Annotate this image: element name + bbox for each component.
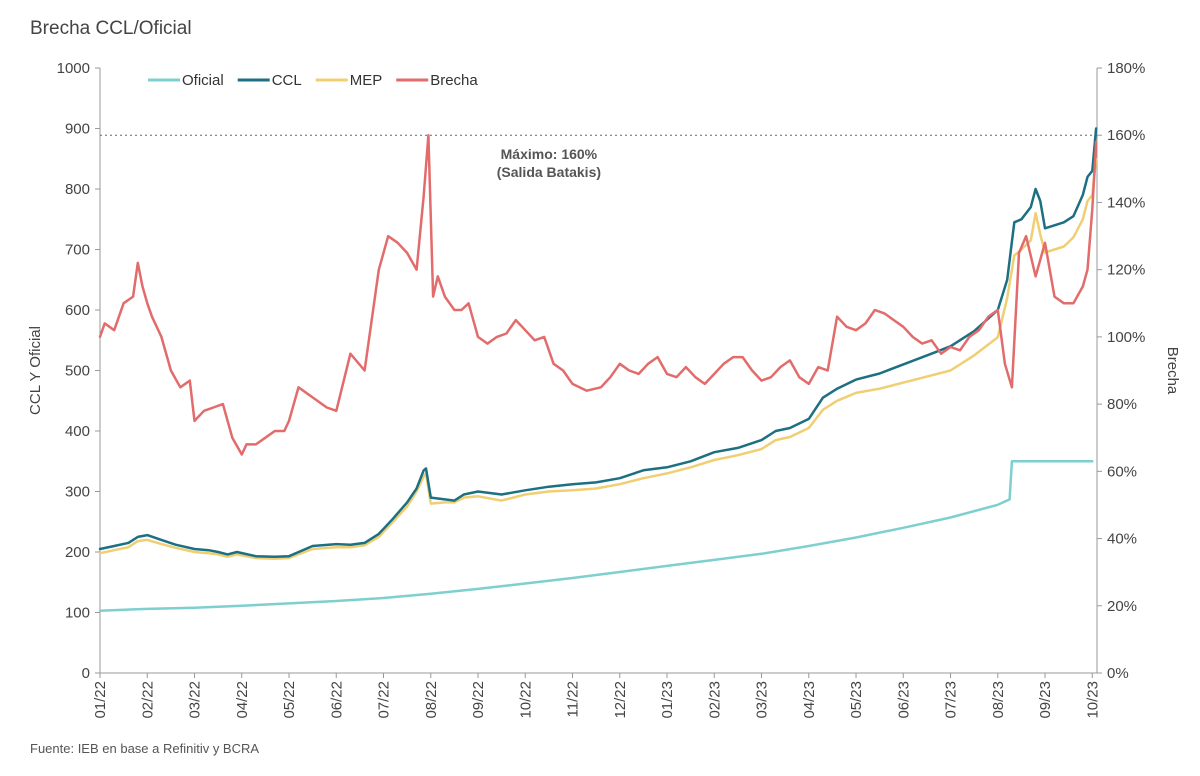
x-tick-label: 05/22 bbox=[281, 681, 298, 719]
x-tick-label: 07/23 bbox=[943, 681, 960, 719]
x-tick-label: 01/22 bbox=[92, 681, 109, 719]
y-tick-label: 500 bbox=[65, 363, 90, 380]
x-tick-label: 09/22 bbox=[470, 681, 487, 719]
y2-tick-label: 100% bbox=[1107, 329, 1145, 346]
y-tick-label: 400 bbox=[65, 423, 90, 440]
x-tick-label: 10/22 bbox=[517, 681, 534, 719]
y2-tick-label: 140% bbox=[1107, 194, 1145, 211]
x-tick-label: 02/22 bbox=[139, 681, 156, 719]
y2-tick-label: 0% bbox=[1107, 665, 1129, 682]
x-tick-label: 06/22 bbox=[328, 681, 345, 719]
y-tick-label: 1000 bbox=[57, 60, 90, 77]
series-line-mep bbox=[98, 157, 1098, 560]
y2-tick-label: 180% bbox=[1107, 60, 1145, 77]
series-line-ccl bbox=[98, 127, 1098, 559]
source-note: Fuente: IEB en base a Refinitiv y BCRA bbox=[30, 741, 260, 756]
annotation-line-1: Máximo: 160% bbox=[501, 146, 598, 162]
legend-label-brecha: Brecha bbox=[430, 72, 478, 89]
series-line-brecha bbox=[98, 133, 1098, 456]
y-tick-label: 300 bbox=[65, 484, 90, 501]
x-tick-label: 07/22 bbox=[376, 681, 393, 719]
y2-tick-label: 60% bbox=[1107, 463, 1137, 480]
y-tick-label: 100 bbox=[65, 605, 90, 622]
y-tick-label: 200 bbox=[65, 544, 90, 561]
series-line-oficial bbox=[98, 460, 1094, 612]
x-tick-label: 04/23 bbox=[801, 681, 818, 719]
chart-title: Brecha CCL/Oficial bbox=[30, 18, 192, 39]
x-tick-label: 05/23 bbox=[848, 681, 865, 719]
y-tick-label: 900 bbox=[65, 121, 90, 138]
y-tick-label: 700 bbox=[65, 242, 90, 259]
x-tick-label: 06/23 bbox=[895, 681, 912, 719]
x-tick-label: 03/22 bbox=[187, 681, 204, 719]
x-tick-label: 02/23 bbox=[706, 681, 723, 719]
y2-tick-label: 40% bbox=[1107, 531, 1137, 548]
legend-label-mep: MEP bbox=[350, 72, 383, 89]
x-tick-label: 09/23 bbox=[1037, 681, 1054, 719]
legend: Oficial CCL MEP Brecha bbox=[148, 72, 478, 89]
x-tick-label: 08/22 bbox=[423, 681, 440, 719]
y-tick-label: 800 bbox=[65, 181, 90, 198]
x-tick-label: 01/23 bbox=[659, 681, 676, 719]
x-tick-label: 08/23 bbox=[990, 681, 1007, 719]
y2-axis-title: Brecha bbox=[1164, 347, 1181, 395]
axes-layer: 0 100 200 300 400 500 600 700 800 900 1000 0% 20% 40%… bbox=[57, 60, 1146, 719]
y-tick-label: 600 bbox=[65, 302, 90, 319]
x-tick-label: 10/23 bbox=[1084, 681, 1101, 719]
annotation-line-2: (Salida Batakis) bbox=[497, 164, 601, 180]
y2-tick-label: 80% bbox=[1107, 396, 1137, 413]
y-axis-title: CCL Y Oficial bbox=[27, 326, 44, 415]
series-layer bbox=[98, 127, 1098, 612]
x-tick-label: 11/22 bbox=[565, 681, 582, 717]
y-tick-label: 0 bbox=[82, 665, 90, 682]
x-tick-label: 04/22 bbox=[234, 681, 251, 719]
y2-tick-label: 20% bbox=[1107, 598, 1137, 615]
legend-label-oficial: Oficial bbox=[182, 72, 224, 89]
x-tick-label: 12/22 bbox=[612, 681, 629, 719]
x-tick-label: 03/23 bbox=[754, 681, 771, 719]
y2-tick-label: 120% bbox=[1107, 262, 1145, 279]
y2-tick-label: 160% bbox=[1107, 127, 1145, 144]
legend-label-ccl: CCL bbox=[272, 72, 302, 89]
